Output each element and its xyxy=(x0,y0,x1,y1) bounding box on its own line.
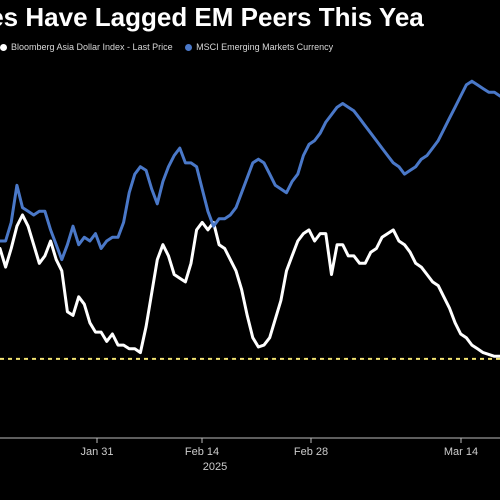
legend-swatch-msci-em xyxy=(185,43,193,51)
chart-title: ies Have Lagged EM Peers This Yea xyxy=(0,2,424,32)
x-tick-label: Feb 14 xyxy=(185,446,219,458)
legend-label-msci-em: MSCI Emerging Markets Currency xyxy=(196,42,334,52)
x-tick-label: Feb 28 xyxy=(294,446,328,458)
series-line-msci-em xyxy=(0,79,500,262)
legend-swatch-asia-dollar xyxy=(0,43,7,51)
legend-item-asia-dollar: Bloomberg Asia Dollar Index - Last Price xyxy=(0,42,173,52)
legend-label-asia-dollar: Bloomberg Asia Dollar Index - Last Price xyxy=(11,42,173,52)
legend-item-msci-em: MSCI Emerging Markets Currency xyxy=(185,42,333,52)
x-year-label: 2025 xyxy=(203,461,227,473)
series-line-asia-dollar xyxy=(0,213,500,358)
x-tick-label: Mar 14 xyxy=(444,446,478,458)
x-tick-label: Jan 31 xyxy=(80,446,113,458)
legend: Bloomberg Asia Dollar Index - Last Price… xyxy=(0,42,500,58)
